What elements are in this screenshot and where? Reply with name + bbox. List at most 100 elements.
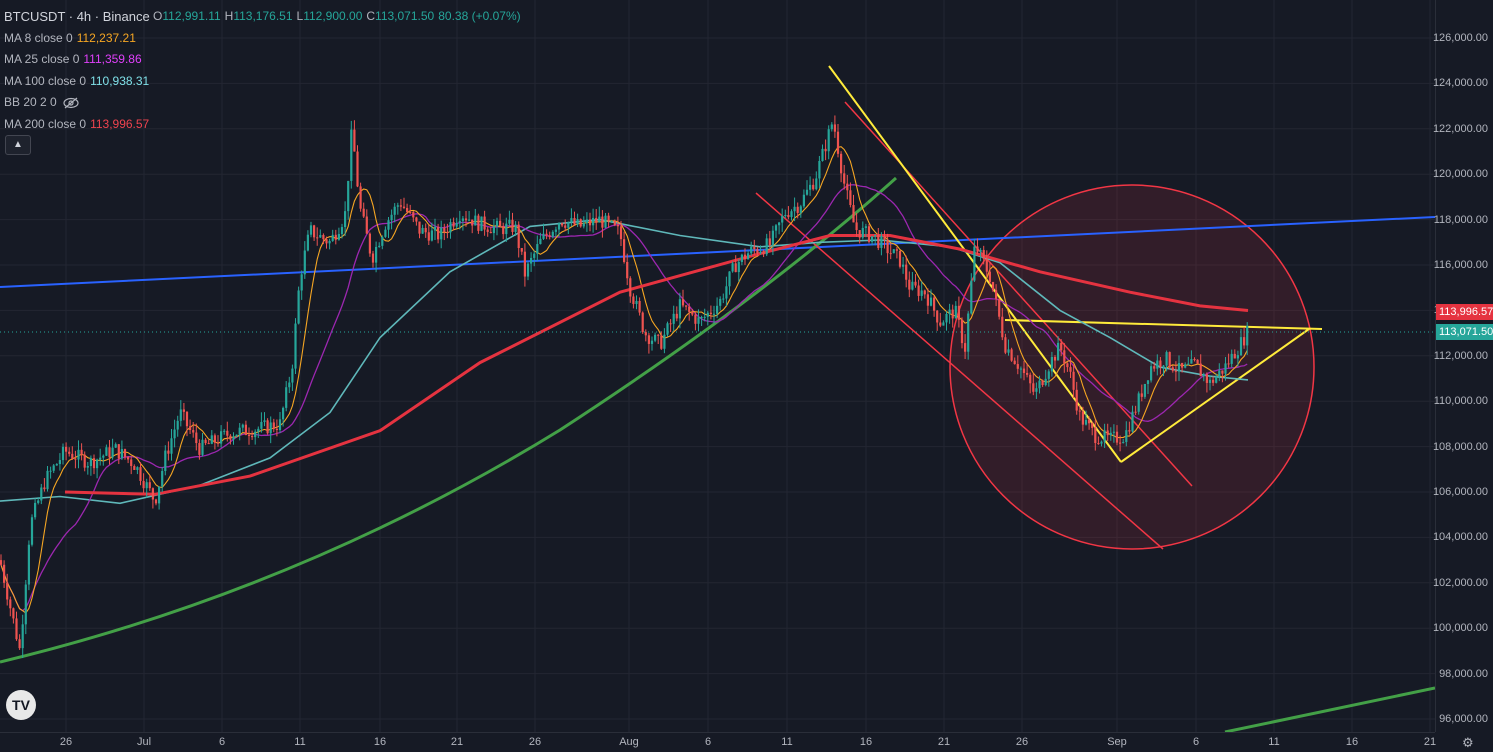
candle-body — [3, 564, 6, 583]
candle-body — [1100, 441, 1103, 444]
gear-icon[interactable]: ⚙ — [1462, 735, 1474, 750]
candle-body — [158, 486, 161, 504]
candle-body — [1146, 380, 1150, 384]
candle-body — [526, 263, 530, 277]
candle-body — [1125, 430, 1128, 442]
candle-body — [657, 334, 660, 336]
candle-body — [867, 226, 871, 242]
candle-body — [1233, 353, 1236, 359]
candle-body — [189, 426, 192, 431]
price-tick-label: 112,000.00 — [1433, 349, 1488, 362]
candle-body — [672, 313, 675, 324]
candle-body — [251, 436, 254, 438]
chevron-up-icon: ▲ — [13, 139, 23, 150]
candle-body — [712, 313, 716, 315]
close-value: 113,071.50 — [375, 9, 435, 23]
candle-body — [601, 216, 604, 228]
candle-body — [356, 151, 359, 187]
candle-body — [421, 227, 424, 234]
indicator-ma8[interactable]: MA 8 close 0 112,237.21 — [4, 28, 525, 50]
candle-body — [257, 428, 260, 432]
candle-body — [154, 499, 158, 504]
candle-body — [1221, 370, 1224, 374]
candle-body — [464, 218, 468, 221]
candle-body — [570, 218, 573, 223]
candle-body — [86, 466, 89, 468]
candle-body — [1019, 368, 1022, 370]
indicator-bb[interactable]: BB 20 2 0 — [4, 92, 525, 114]
candle-body — [1047, 371, 1050, 379]
time-tick-label: 26 — [59, 736, 73, 748]
collapse-legend-button[interactable]: ▲ — [5, 135, 31, 155]
candle-body — [1022, 368, 1026, 373]
candle-body — [127, 456, 130, 460]
candle-body — [27, 544, 30, 585]
candle-body — [65, 446, 68, 452]
time-tick-label: 6 — [218, 736, 226, 748]
candle-body — [167, 450, 170, 454]
candle-body — [1035, 388, 1038, 392]
candle-body — [588, 219, 592, 226]
candle-body — [105, 447, 108, 456]
candle-body — [706, 312, 709, 317]
candle-body — [1115, 431, 1119, 443]
candle-body — [1190, 359, 1193, 364]
candle-body — [111, 447, 114, 458]
indicator-label: MA 200 close 0 — [4, 116, 87, 131]
candle-body — [911, 281, 914, 290]
candle-body — [1196, 359, 1199, 364]
time-tick-label: 21 — [937, 736, 951, 748]
candle-body — [1119, 442, 1122, 444]
candle-body — [458, 220, 461, 224]
price-axis[interactable]: 126,000.00 124,000.00 122,000.00 120,000.00… — [1432, 0, 1493, 732]
candle-body — [241, 424, 244, 428]
candle-body — [499, 220, 502, 227]
candle-body — [545, 233, 548, 236]
candle-body — [728, 271, 731, 287]
time-axis[interactable]: 26 Jul 6 11 16 21 26 Aug 6 11 16 21 26 Sep 6 11 16 21 — [0, 732, 1436, 752]
candle-body — [762, 251, 765, 255]
time-tick-label: 6 — [704, 736, 712, 748]
tradingview-logo[interactable]: TV — [6, 690, 36, 720]
candle-body — [771, 230, 774, 246]
candle-body — [1128, 430, 1131, 432]
candle-body — [285, 387, 288, 408]
red-channel-lower — [755, 192, 1164, 550]
candle-body — [1224, 363, 1227, 374]
candle-body — [740, 254, 743, 263]
candle-body — [979, 249, 982, 252]
green-trend-line-lower — [1224, 686, 1435, 732]
candle-body — [840, 153, 843, 174]
candle-body — [954, 305, 957, 319]
indicator-ma200[interactable]: MA 200 close 0 113,996.57 — [4, 114, 525, 136]
candle-body — [61, 446, 65, 461]
symbol-title[interactable]: BTCUSDT · 4h · Binance — [4, 9, 150, 24]
candle-body — [1212, 379, 1215, 383]
candle-body — [557, 223, 561, 230]
candle-body — [204, 439, 207, 444]
candle-body — [30, 517, 34, 545]
candle-body — [520, 248, 523, 252]
candle-body — [508, 219, 511, 224]
candle-body — [9, 599, 12, 609]
price-tick-label: 120,000.00 — [1432, 168, 1488, 181]
candle-body — [306, 234, 309, 251]
candle-body — [151, 488, 154, 500]
eye-hidden-icon[interactable] — [63, 97, 79, 109]
indicator-ma100[interactable]: MA 100 close 0 110,938.31 — [4, 71, 525, 93]
candle-body — [1016, 364, 1019, 369]
candle-body — [988, 271, 991, 282]
candle-body — [1205, 374, 1208, 383]
candle-body — [1010, 349, 1013, 361]
candle-body — [328, 240, 331, 244]
candle-body — [650, 340, 654, 344]
candle-body — [1140, 393, 1143, 397]
candle-body — [1159, 360, 1162, 368]
candle-body — [914, 281, 917, 286]
candle-body — [412, 212, 415, 218]
candle-body — [883, 235, 886, 240]
candle-body — [142, 480, 145, 489]
indicator-ma25[interactable]: MA 25 close 0 111,359.86 — [4, 49, 525, 71]
candle-body — [344, 211, 347, 228]
price-chart[interactable] — [0, 0, 1435, 732]
